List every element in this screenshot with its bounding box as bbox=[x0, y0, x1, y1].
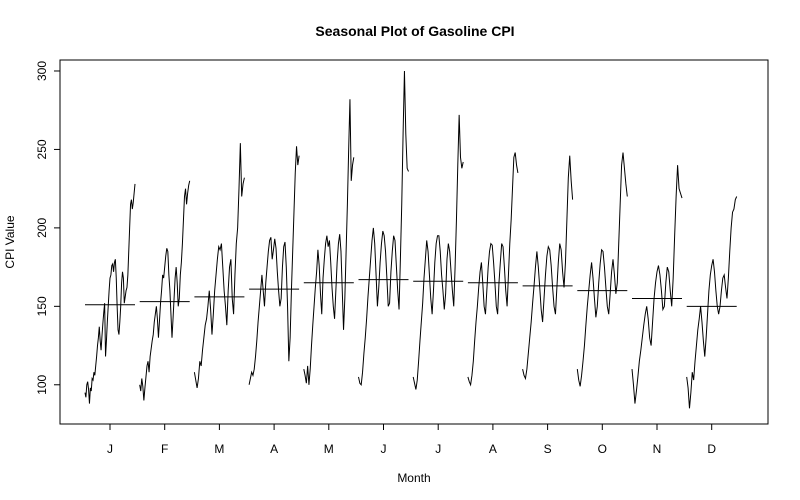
subseries-line-7 bbox=[412, 114, 464, 390]
subseries-line-5 bbox=[303, 99, 355, 385]
y-tick-label: 300 bbox=[35, 61, 49, 81]
plot-frame bbox=[59, 59, 769, 425]
x-tick-label: F bbox=[161, 442, 168, 456]
chart-title: Seasonal Plot of Gasoline CPI bbox=[315, 23, 514, 39]
x-tick-label: J bbox=[107, 442, 113, 456]
subseries-line-6 bbox=[358, 70, 409, 386]
y-tick-label: 250 bbox=[35, 139, 49, 159]
x-tick-label: M bbox=[324, 442, 334, 456]
x-tick-label: N bbox=[653, 442, 662, 456]
x-tick-label: S bbox=[544, 442, 552, 456]
subseries-line-9 bbox=[522, 155, 574, 381]
series-layer bbox=[84, 70, 738, 409]
x-tick-label: M bbox=[214, 442, 224, 456]
subseries-line-11 bbox=[631, 165, 683, 404]
x-tick-label: A bbox=[489, 442, 497, 456]
x-tick-label: J bbox=[435, 442, 441, 456]
x-axis-label: Month bbox=[397, 471, 430, 485]
x-tick-label: O bbox=[598, 442, 607, 456]
subseries-line-8 bbox=[467, 152, 519, 387]
x-tick-label: A bbox=[270, 442, 278, 456]
y-tick-label: 100 bbox=[35, 374, 49, 394]
y-tick-label: 150 bbox=[35, 296, 49, 316]
subseries-line-3 bbox=[193, 143, 245, 388]
subseries-line-4 bbox=[248, 146, 300, 385]
x-tick-label: D bbox=[707, 442, 716, 456]
y-axis: 100 150 200 250 300 bbox=[35, 61, 61, 395]
subseries-line-1 bbox=[84, 183, 136, 404]
subseries-line-2 bbox=[139, 180, 191, 401]
x-tick-label: J bbox=[381, 442, 387, 456]
subseries-line-12 bbox=[686, 196, 738, 409]
y-axis-label: CPI Value bbox=[3, 215, 17, 268]
subseries-line-10 bbox=[576, 152, 628, 387]
y-tick-label: 200 bbox=[35, 218, 49, 238]
